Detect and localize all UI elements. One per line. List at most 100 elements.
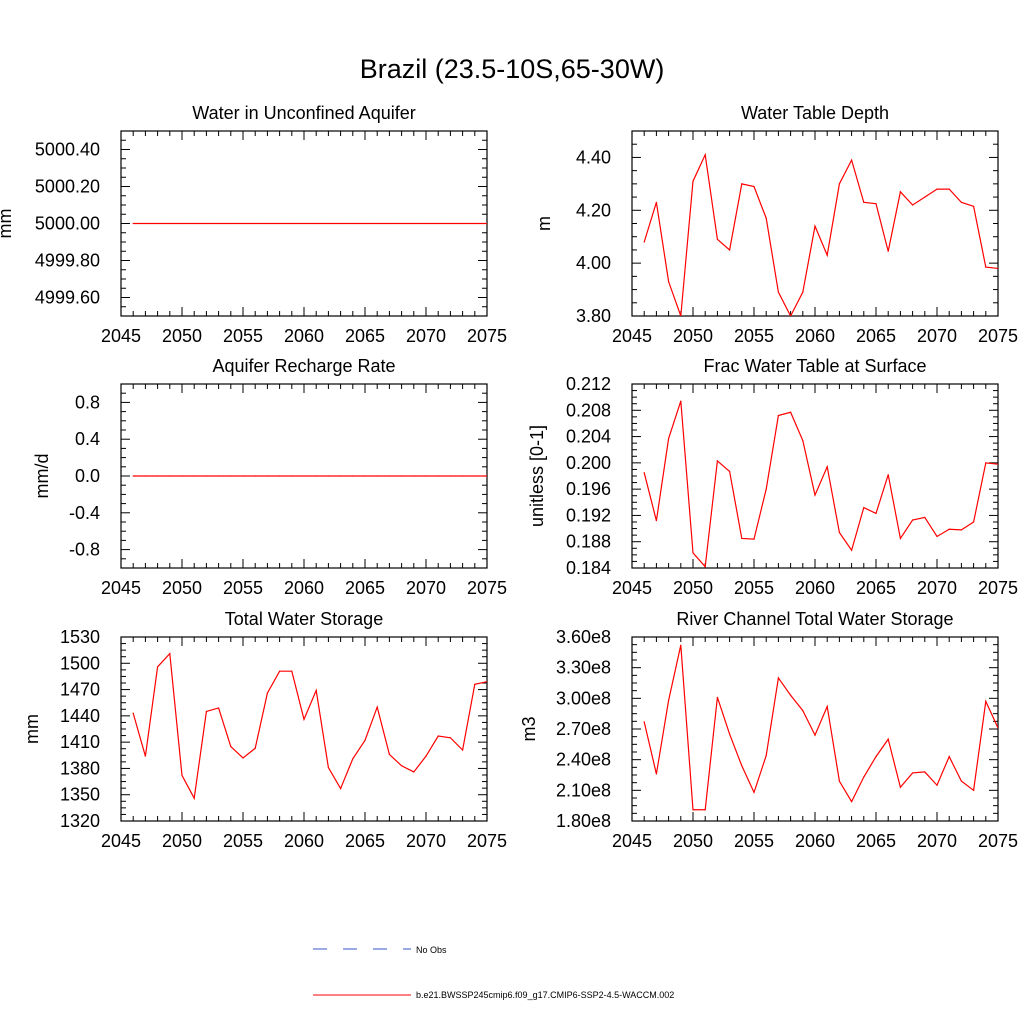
y-tick-label: 5000.20: [35, 177, 100, 197]
data-point: [327, 766, 329, 769]
x-tick-label: 2070: [406, 326, 446, 346]
data-point: [741, 183, 743, 185]
data-point: [973, 205, 975, 207]
y-tick-label: 1500: [60, 653, 100, 673]
data-point: [668, 281, 670, 283]
panel-title: River Channel Total Water Storage: [676, 609, 953, 629]
chart-panel-2: Water Table Depth m 2045 2050 2055 2060 2065 20…: [534, 103, 1018, 346]
data-point: [692, 180, 694, 182]
y-tick-label: 0.0: [75, 466, 100, 486]
data-point: [863, 776, 865, 778]
data-point: [364, 222, 366, 225]
y-axis-label: mm/d: [32, 454, 52, 499]
data-point: [425, 475, 427, 477]
data-point: [205, 222, 207, 225]
data-point: [924, 516, 926, 519]
data-point: [753, 185, 755, 188]
data-point: [193, 797, 195, 799]
series-line: [643, 400, 998, 568]
y-tick-label: 4999.80: [35, 251, 100, 271]
y-tick-label: 1410: [60, 732, 100, 752]
data-point: [279, 222, 281, 225]
y-tick-label: 2.10e8: [556, 780, 611, 800]
data-point: [826, 466, 828, 468]
x-tick-label: 2065: [856, 831, 896, 851]
x-tick-label: 2060: [284, 831, 324, 851]
x-tick-label: 2065: [345, 578, 385, 598]
series-line: [132, 652, 487, 801]
data-point: [863, 201, 865, 203]
y-tick-label: 1350: [60, 785, 100, 805]
x-tick-label: 2060: [795, 578, 835, 598]
data-point: [474, 475, 476, 477]
data-point: [242, 475, 244, 477]
data-point: [169, 653, 171, 655]
data-point: [802, 291, 804, 293]
data-point: [449, 475, 451, 477]
data-point: [802, 439, 804, 442]
data-point: [401, 475, 403, 477]
data-point: [266, 222, 268, 225]
data-point: [132, 475, 134, 477]
data-point: [704, 566, 706, 568]
data-point: [230, 222, 232, 225]
data-point: [863, 506, 865, 509]
data-point: [716, 238, 719, 240]
data-point: [376, 475, 378, 477]
x-tick-label: 2065: [345, 831, 385, 851]
data-point: [655, 773, 658, 775]
data-point: [230, 475, 232, 477]
data-point: [887, 474, 889, 476]
data-point: [218, 222, 220, 225]
data-point: [352, 475, 354, 477]
data-point: [266, 692, 268, 694]
y-tick-label: 3.80: [576, 306, 611, 326]
data-point: [704, 809, 706, 811]
y-tick-label: 2.40e8: [556, 750, 611, 770]
data-point: [716, 460, 719, 462]
data-point: [753, 791, 755, 793]
data-point: [340, 787, 342, 790]
x-tick-label: 2070: [917, 578, 957, 598]
data-point: [875, 512, 877, 515]
y-tick-label: 3.60e8: [556, 627, 611, 647]
data-point: [193, 475, 195, 477]
data-point: [777, 677, 780, 679]
data-point: [437, 735, 439, 737]
y-tick-label: 0.184: [566, 558, 611, 578]
y-tick-label: 0.8: [75, 392, 100, 412]
data-point: [765, 754, 767, 757]
y-tick-label: 0.208: [566, 400, 611, 420]
series-line: [643, 152, 998, 316]
data-point: [352, 758, 354, 760]
y-tick-label: 1440: [60, 706, 100, 726]
chart-panel-3: Aquifer Recharge Rate mm/d 2045 2050 2055 206…: [32, 356, 507, 598]
data-point: [474, 683, 476, 685]
data-point: [729, 470, 731, 472]
y-tick-label: 0.188: [566, 532, 611, 552]
data-point: [912, 204, 914, 206]
data-point: [729, 733, 731, 735]
data-point: [814, 734, 816, 736]
data-point: [401, 765, 403, 767]
data-point: [838, 531, 841, 534]
data-point: [157, 666, 159, 668]
data-point: [132, 222, 134, 225]
y-tick-label: 4.20: [576, 200, 611, 220]
data-point: [753, 538, 755, 540]
x-tick-label: 2070: [917, 326, 957, 346]
y-tick-label: -0.4: [69, 503, 100, 523]
data-point: [668, 437, 670, 440]
data-point: [413, 475, 415, 477]
data-point: [985, 700, 987, 703]
data-point: [266, 475, 268, 477]
y-tick-label: 0.196: [566, 479, 611, 499]
data-point: [376, 706, 378, 708]
data-point: [254, 222, 256, 225]
y-axis-label: m: [534, 216, 554, 231]
data-point: [181, 475, 183, 477]
legend-model-label: b.e21.BWSSP245cmip6.f09_g17.CMIP6-SSP2-4…: [416, 990, 674, 1000]
data-point: [401, 222, 403, 225]
data-point: [851, 549, 853, 551]
data-point: [985, 462, 987, 464]
